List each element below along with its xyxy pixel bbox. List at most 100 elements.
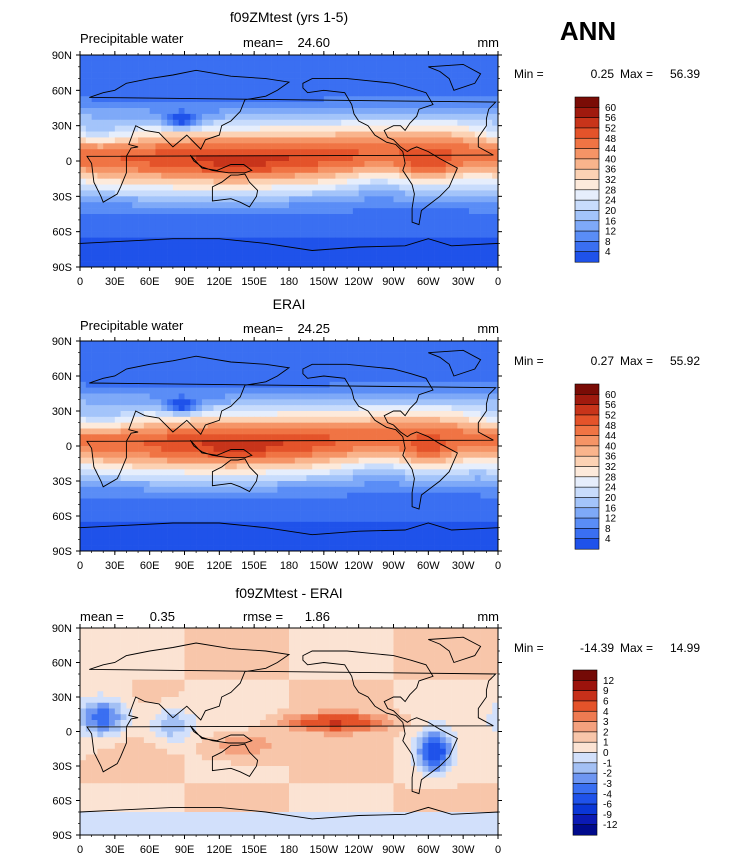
colorbar-box [574,220,600,232]
field-cell [254,243,261,250]
field-cell [294,481,301,488]
field-cell [196,405,203,412]
field-cell [335,504,342,511]
field-cell [387,255,394,262]
field-cell [335,161,342,168]
field-cell [184,172,191,179]
field-cell [236,149,243,156]
field-cell [376,393,383,400]
field-cell [416,411,423,418]
field-cell [230,422,238,429]
field-cell [416,143,423,150]
field-cell [486,469,493,476]
field-cell [143,184,150,191]
field-cell [463,202,470,209]
field-cell [318,190,325,197]
field-cell [114,113,121,121]
field-cell [318,102,325,109]
field-cell [347,346,354,353]
field-cell [213,190,220,197]
field-cell [85,155,92,162]
field-cell [97,249,104,256]
field-cell [132,358,139,365]
field-cell [318,161,325,168]
field-cell [335,475,342,482]
coastline [86,69,497,203]
field-cell [242,55,249,62]
field-cell [439,481,447,488]
field-cell [109,149,116,156]
field-cell [294,387,301,394]
field-cell [480,149,487,156]
field-cell [178,510,185,517]
field-cell [85,172,92,179]
field-cell [451,178,458,185]
field-cell [114,208,121,215]
field-cell [283,469,290,476]
field-cell [97,481,104,488]
field-cell [254,225,261,232]
field-cell [463,60,470,68]
field-cell [190,90,197,97]
field-cell [468,249,476,256]
field-cell [434,457,441,464]
field-cell [265,190,272,197]
field-cell [341,243,348,250]
field-cell [80,440,87,447]
field-cell [445,214,452,221]
field-cell [335,137,342,144]
field-cell [480,358,487,365]
field-cell [190,137,197,144]
field-cell [132,261,139,268]
field-cell [120,113,127,121]
field-cell [370,463,377,470]
field-cell [254,178,261,185]
field-cell [381,90,388,97]
field-cell [492,387,499,394]
field-cell [294,90,301,97]
field-cell [341,249,348,256]
field-cell [242,108,249,115]
field-cell [318,475,325,482]
field-cell [486,352,493,359]
field-cell [410,172,418,179]
field-cell [178,481,185,488]
field-cell [347,428,354,435]
field-cell [97,492,104,499]
field-cell [161,155,168,162]
field-cell [196,55,203,62]
field-cell [457,202,464,209]
field-cell [236,72,243,79]
field-cell [178,96,185,103]
field-cell [370,370,377,377]
field-cell [329,475,336,482]
field-cell [289,440,296,447]
field-cell [277,231,284,238]
field-cell [306,364,313,371]
field-cell [184,387,191,394]
field-cell [463,358,470,365]
field-cell [201,261,209,268]
field-cell [213,137,220,144]
field-cell [138,475,145,482]
field-cell [468,190,476,197]
field-cell [451,155,458,162]
field-cell [172,510,179,517]
field-cell [178,196,185,203]
field-cell [329,113,336,121]
field-cell [225,190,232,197]
field-cell [300,72,307,79]
field-cell [312,60,319,68]
field-cell [364,446,371,453]
field-cell [312,149,319,156]
field-cell [306,481,313,488]
field-cell [347,358,354,365]
field-cell [463,504,470,511]
field-cell [248,72,255,79]
field-cell [486,346,493,353]
field-cell [457,457,464,464]
field-cell [329,202,336,209]
field-cell [120,434,127,441]
field-cell [463,486,470,493]
field-cell [376,184,383,191]
